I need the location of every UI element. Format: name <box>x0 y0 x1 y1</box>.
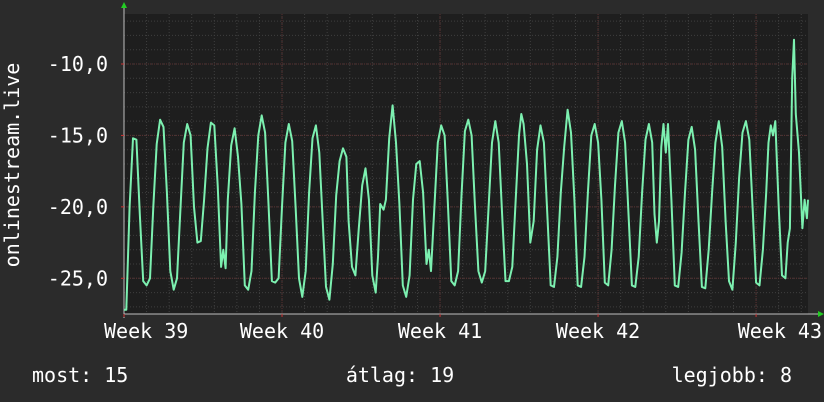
x-tick-labels: Week 39 Week 40 Week 41 Week 42 Week 43 <box>104 319 822 343</box>
series-layer <box>124 38 809 311</box>
y-tick-label: -10,0 <box>48 52 108 76</box>
major-gridlines <box>123 14 808 314</box>
x-tick-label: Week 40 <box>240 319 324 343</box>
y-axis-label: onlinestream.live <box>0 63 24 268</box>
footer-average-value: átlag: 19 <box>346 363 454 387</box>
x-tick-label: Week 39 <box>104 319 188 343</box>
y-tick-label: -20,0 <box>48 195 108 219</box>
series-line <box>124 38 809 311</box>
x-tick-label: Week 41 <box>398 319 482 343</box>
y-tick-label: -25,0 <box>48 266 108 290</box>
footer-current-value: most: 15 <box>32 363 128 387</box>
x-axis-arrow <box>818 311 824 317</box>
y-axis-arrow <box>121 2 127 8</box>
x-tick-label: Week 43 <box>738 319 822 343</box>
footer-best-value: legjobb: 8 <box>672 363 792 387</box>
y-tick-labels: -10,0 -15,0 -20,0 -25,0 <box>48 52 108 290</box>
y-tick-label: -15,0 <box>48 123 108 147</box>
x-tick-label: Week 42 <box>556 319 640 343</box>
axes <box>121 2 824 318</box>
